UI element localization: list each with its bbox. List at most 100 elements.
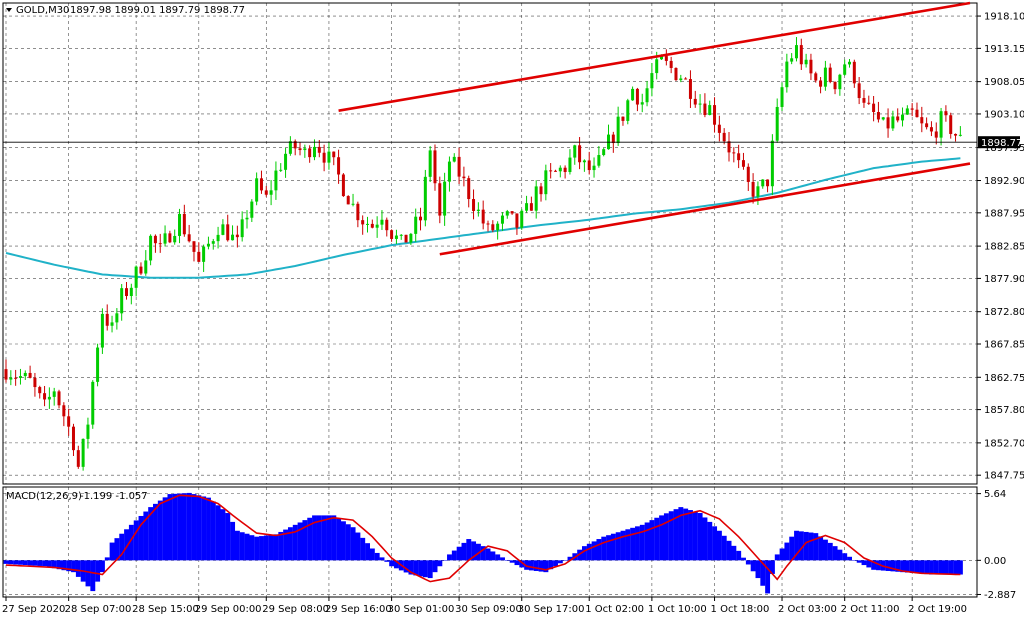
candle-body xyxy=(110,322,114,326)
moving-average-line xyxy=(5,157,961,279)
candle-body xyxy=(766,179,770,187)
macd-bar xyxy=(234,530,240,561)
candle-body xyxy=(33,377,37,388)
candle-body xyxy=(67,416,71,427)
macd-bar xyxy=(66,560,72,572)
macd-bar xyxy=(442,560,448,561)
candle-body xyxy=(337,157,341,175)
candle-body xyxy=(515,213,519,228)
macd-bar xyxy=(741,557,746,561)
candle-body xyxy=(848,61,851,65)
macd-bar xyxy=(133,520,139,561)
candle-body xyxy=(9,377,13,380)
candle-body xyxy=(370,223,374,228)
macd-bar xyxy=(157,500,163,561)
macd-bar xyxy=(244,533,250,561)
candle-body xyxy=(872,103,876,113)
macd-bar xyxy=(890,560,896,572)
candle-body xyxy=(905,108,909,115)
macd-bar xyxy=(220,509,226,561)
candle-body xyxy=(293,141,297,149)
candle-body xyxy=(235,234,239,238)
macd-bar xyxy=(774,554,780,561)
macd-bar xyxy=(32,560,38,566)
macd-bar xyxy=(259,536,264,561)
candle-body xyxy=(43,393,47,400)
macd-bar xyxy=(639,524,645,561)
macd-bar xyxy=(692,511,698,561)
collapse-triangle-icon[interactable] xyxy=(6,8,12,12)
candle-body xyxy=(510,211,514,214)
macd-bar xyxy=(249,535,255,561)
macd-bar xyxy=(847,556,852,561)
candle-body xyxy=(896,116,900,121)
candle-body xyxy=(901,114,905,121)
candle-body xyxy=(626,100,630,121)
channel-lines xyxy=(338,1,971,256)
macd-bar xyxy=(842,553,848,561)
macd-bar xyxy=(466,539,472,561)
candle-body xyxy=(751,181,755,197)
macd-bar xyxy=(736,550,742,561)
candle-body xyxy=(264,190,268,195)
candle-body xyxy=(303,148,307,151)
macd-bar xyxy=(461,542,467,561)
macd-bar xyxy=(837,549,843,561)
macd-bar xyxy=(504,560,510,561)
candle-body xyxy=(467,178,471,200)
macd-bar xyxy=(490,551,496,561)
candle-body xyxy=(173,235,177,243)
macd-bar xyxy=(538,560,544,572)
time-tick-label: 30 Sep 17:00 xyxy=(518,604,585,615)
candle-body xyxy=(57,391,61,406)
candle-body xyxy=(780,87,784,107)
candle-body xyxy=(525,203,529,211)
candle-body xyxy=(322,152,326,163)
candle-body xyxy=(308,148,312,158)
macd-tick-label: 5.64 xyxy=(984,489,1006,500)
macd-bar xyxy=(37,560,43,566)
macd-histogram xyxy=(3,492,963,594)
macd-bar xyxy=(832,546,838,561)
candle-body xyxy=(129,287,133,297)
candle-body xyxy=(351,203,355,205)
candle-body xyxy=(274,170,278,191)
macd-bar xyxy=(331,515,337,561)
macd-bar xyxy=(186,492,192,561)
candle-body xyxy=(250,201,254,218)
candle-body xyxy=(881,117,885,120)
candle-body xyxy=(356,203,360,221)
candle-body xyxy=(62,405,66,417)
last-price-tag-box xyxy=(978,136,1020,149)
candle-body xyxy=(949,115,953,134)
macd-bar xyxy=(90,560,96,592)
macd-bar xyxy=(355,532,361,561)
price-tick-label: 1903.10 xyxy=(984,109,1024,120)
candle-body xyxy=(380,219,384,225)
candle-body xyxy=(269,190,273,195)
macd-bar xyxy=(919,560,925,574)
candle-body xyxy=(385,219,389,231)
macd-bar xyxy=(524,560,530,570)
candle-body xyxy=(139,266,143,274)
time-tick-label: 1 Oct 18:00 xyxy=(711,604,770,615)
candle-body xyxy=(568,157,572,173)
candle-body xyxy=(852,61,856,84)
macd-bar xyxy=(543,560,549,573)
candle-body xyxy=(168,233,172,243)
candle-body xyxy=(684,78,688,80)
candle-body xyxy=(640,102,644,105)
macd-bar xyxy=(582,546,587,561)
macd-bar xyxy=(620,530,626,561)
candle-body xyxy=(346,196,350,205)
time-tick-label: 28 Sep 15:00 xyxy=(132,604,199,615)
candle-body xyxy=(332,151,336,158)
price-tick-label: 1918.10 xyxy=(984,12,1024,23)
candle-body xyxy=(197,251,201,262)
macd-bar xyxy=(153,503,158,561)
macd-bar xyxy=(326,515,332,561)
macd-bar xyxy=(856,560,862,563)
candle-body xyxy=(144,260,148,274)
macd-bar xyxy=(601,536,607,561)
